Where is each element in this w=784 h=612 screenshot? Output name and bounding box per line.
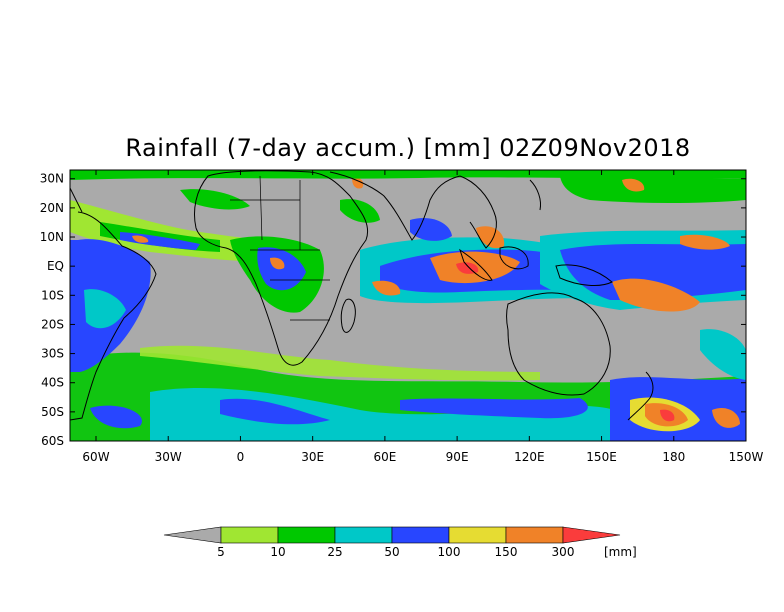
rain-itcz-pacific-orange	[680, 234, 730, 250]
lon-tick-label: 60W	[82, 450, 109, 464]
rain-band-southern-blue	[220, 398, 330, 425]
rain-south-china-sea	[476, 226, 505, 249]
colorbar-label: 300	[552, 545, 575, 559]
colorbar-label: 150	[495, 545, 518, 559]
coast-madagascar	[340, 298, 356, 333]
rain-east-nz	[712, 407, 740, 428]
rain-north-top	[70, 170, 746, 180]
colorbar-label: 25	[327, 545, 342, 559]
lat-tick-label: 40S	[41, 376, 64, 390]
map-title: Rainfall (7-day accum.) [mm] 02Z09Nov201…	[125, 134, 691, 162]
coast-central-america	[70, 187, 83, 213]
lon-tick-label: 150W	[729, 450, 764, 464]
lon-tick-label: 180	[662, 450, 685, 464]
colorbar-label: 100	[438, 545, 461, 559]
border-lines-africa	[230, 175, 330, 321]
rain-band-southern-light	[140, 345, 540, 381]
lat-tick-label: 50S	[41, 405, 64, 419]
colorbar-label: 50	[384, 545, 399, 559]
coast-sumatra	[459, 248, 493, 281]
lat-tick-label: 30N	[40, 172, 64, 186]
colorbar-low-arrow	[163, 526, 222, 544]
colorbar-label: 5	[217, 545, 225, 559]
coast-australia	[506, 292, 611, 396]
colorbar-bin-150-300	[505, 526, 564, 544]
lon-tick-label: 30W	[155, 450, 182, 464]
lat-tick-label: 10S	[41, 288, 64, 302]
lon-tick-label: 120E	[514, 450, 545, 464]
colorbar-bin-25-50	[334, 526, 393, 544]
rain-band-southern-cyan	[150, 388, 640, 441]
coast-southeast-asia	[459, 175, 497, 249]
lat-tick-label: 20N	[40, 201, 64, 215]
colorbar-bin-10-25	[277, 526, 336, 544]
lat-tick-label: 20S	[41, 317, 64, 331]
coast-borneo	[499, 246, 529, 270]
rain-band-southern-blue-2	[400, 398, 588, 419]
coast-new-guinea	[555, 264, 613, 286]
coast-africa	[194, 170, 368, 366]
lon-tick-label: 0	[237, 450, 245, 464]
lon-tick-label: 60E	[373, 450, 396, 464]
coast-japan	[529, 179, 541, 211]
colorbar-bin-5-10	[220, 526, 279, 544]
lon-tick-label: 30E	[301, 450, 324, 464]
rain-west-pacific-blue	[560, 244, 746, 300]
lat-tick-label: 60S	[41, 434, 64, 448]
colorbar-labels: 5 10 25 50 100 150 300	[217, 545, 574, 559]
lon-tick-label: 150E	[586, 450, 617, 464]
lat-tick-label: EQ	[47, 259, 64, 273]
rain-atlantic-orange	[132, 235, 149, 243]
rain-west-indian-orange	[372, 280, 401, 296]
rain-pacific-north-orange	[622, 178, 645, 192]
rain-south-america-cyan	[84, 289, 126, 329]
lon-tick-label: 90E	[446, 450, 469, 464]
colorbar-high-arrow	[562, 526, 621, 544]
rain-pacific-north	[560, 174, 746, 203]
rain-spcz-orange	[612, 278, 700, 312]
colorbar-bin-50-100	[391, 526, 450, 544]
rain-pacific-east	[700, 329, 746, 380]
colorbar	[163, 526, 621, 544]
colorbar-bin-100-150	[448, 526, 507, 544]
rain-central-africa-orange	[270, 257, 285, 270]
rain-bay-of-bengal	[410, 217, 452, 241]
rain-tasman-red	[660, 409, 675, 422]
lat-tick-label: 30S	[41, 347, 64, 361]
coast-new-zealand	[627, 371, 654, 421]
colorbar-label: 10	[270, 545, 285, 559]
map-frame	[69, 169, 747, 442]
colorbar-unit: [mm]	[604, 545, 637, 559]
lat-tick-label: 10N	[40, 230, 64, 244]
coast-arabia-india	[329, 171, 461, 241]
rainfall-field	[70, 170, 746, 441]
rain-band-southern-blue-3	[90, 405, 142, 429]
axis-ticks: 30N 20N 10N EQ 10S 20S 30S 40S 50S 60S 60W 30W 0 30E 6…	[40, 170, 764, 464]
rain-red-sea-orange	[352, 177, 364, 189]
coastlines	[70, 170, 654, 421]
coast-south-america	[70, 211, 157, 421]
